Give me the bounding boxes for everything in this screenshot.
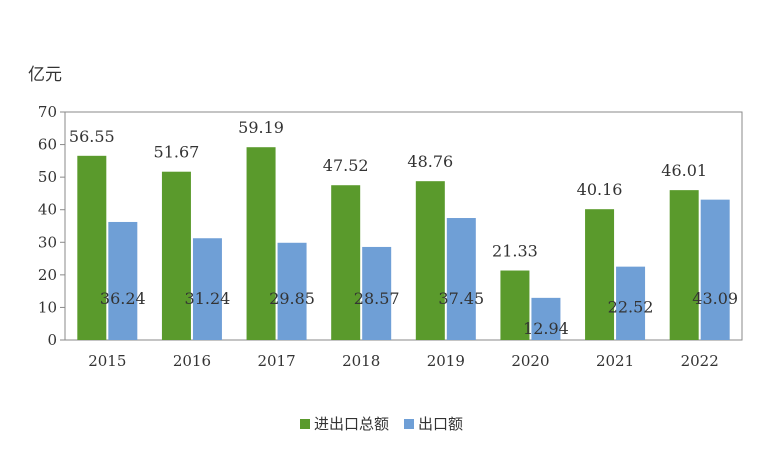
total-trade-value-label: 46.01 (661, 161, 707, 180)
y-tick-label: 0 (47, 331, 57, 349)
export-value-label: 37.45 (438, 289, 484, 308)
x-tick-label: 2017 (257, 352, 295, 370)
y-axis-ticks: 0 10 20 30 40 50 60 70 (38, 103, 65, 349)
total-trade-bar (246, 147, 276, 340)
y-tick-label: 10 (38, 298, 57, 316)
export-bar (616, 266, 646, 340)
export-bar (362, 246, 392, 340)
export-value-label: 12.94 (523, 319, 569, 338)
legend-swatch-total-trade (300, 419, 310, 429)
x-tick-label: 2016 (173, 352, 211, 370)
export-bar (531, 297, 561, 340)
legend: 进出口总额 出口额 (300, 415, 463, 433)
export-value-label: 43.09 (692, 289, 738, 308)
export-value-label: 28.57 (354, 289, 400, 308)
export-bar (108, 221, 138, 340)
total-trade-bar (77, 155, 107, 340)
export-value-label: 29.85 (269, 289, 315, 308)
total-trade-value-label: 40.16 (577, 180, 623, 199)
total-trade-bar (500, 270, 530, 340)
y-tick-label: 40 (38, 201, 57, 219)
x-tick-label: 2018 (342, 352, 380, 370)
y-axis-unit-label: 亿元 (28, 65, 62, 85)
legend-label-export: 出口额 (418, 415, 463, 433)
export-bar (700, 199, 730, 340)
export-bar (446, 218, 476, 340)
x-axis-tick-labels: 2015 2016 2017 2018 2019 2020 2021 2022 (88, 352, 719, 370)
total-trade-value-label: 47.52 (323, 156, 369, 175)
export-bar (192, 238, 222, 340)
y-tick-label: 60 (38, 136, 57, 154)
x-tick-label: 2020 (511, 352, 549, 370)
total-trade-bar (331, 185, 361, 340)
export-value-label: 36.24 (100, 289, 146, 308)
x-tick-label: 2015 (88, 352, 126, 370)
export-bar (277, 242, 307, 340)
total-trade-value-label: 48.76 (407, 152, 453, 171)
export-value-label: 22.52 (608, 298, 654, 317)
legend-swatch-export (404, 419, 414, 429)
x-tick-label: 2019 (427, 352, 465, 370)
y-tick-label: 20 (38, 266, 57, 284)
total-trade-bar (161, 171, 191, 340)
y-tick-label: 70 (38, 103, 57, 121)
total-trade-bar (585, 209, 615, 340)
total-trade-bar (415, 181, 445, 340)
y-tick-label: 30 (38, 233, 57, 251)
total-trade-bar (669, 190, 699, 340)
total-trade-value-label: 56.55 (69, 127, 115, 146)
y-tick-label: 50 (38, 168, 57, 186)
plot-area-frame (64, 111, 743, 341)
bar-series: 56.55 36.24 51.67 31.24 59.19 29.85 47.52 28.57… (69, 118, 738, 340)
legend-label-total-trade: 进出口总额 (314, 415, 389, 433)
export-value-label: 31.24 (185, 289, 231, 308)
x-tick-label: 2022 (681, 352, 719, 370)
total-trade-value-label: 21.33 (492, 242, 538, 261)
total-trade-value-label: 59.19 (238, 118, 284, 137)
x-tick-label: 2021 (596, 352, 634, 370)
total-trade-value-label: 51.67 (154, 143, 200, 162)
